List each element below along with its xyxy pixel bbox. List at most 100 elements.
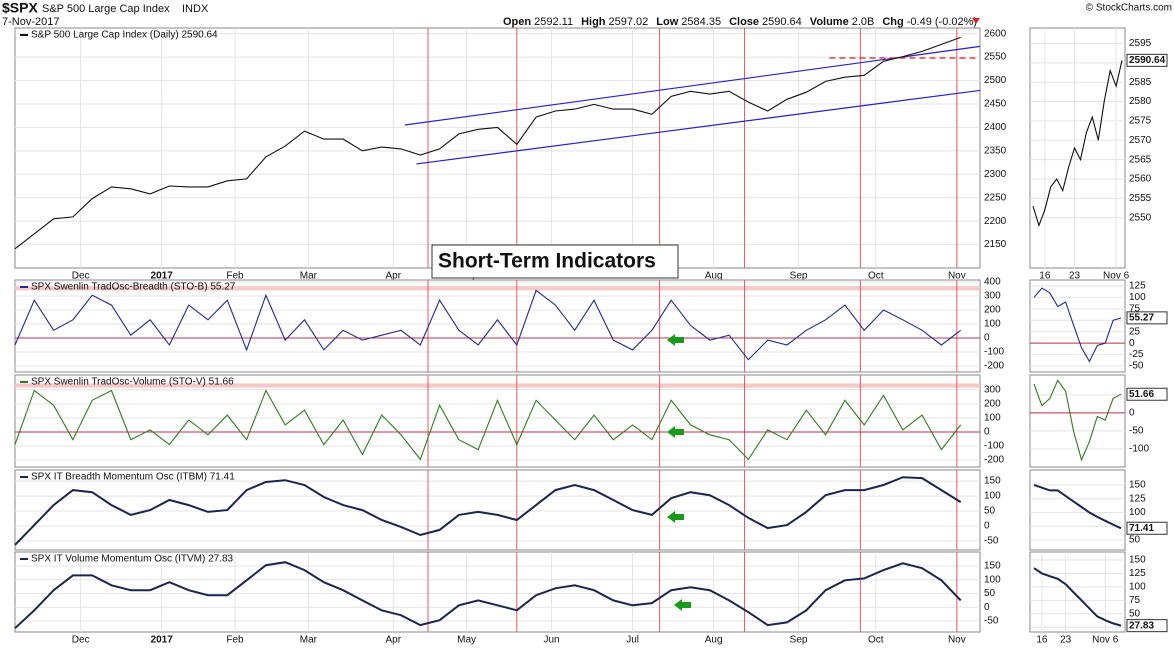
x-tick-label: Nov: [948, 271, 966, 282]
annotation: Short-Term Indicators: [438, 250, 656, 273]
x-tick-label: Aug: [705, 271, 723, 282]
y-tick-label: 2150: [984, 239, 1007, 250]
y-tick-label: -100: [1129, 444, 1149, 455]
series-line: [14, 36, 961, 250]
y-tick-label: 2570: [1129, 135, 1152, 146]
y-tick-label: 125: [1129, 493, 1146, 504]
plot-area: [14, 279, 981, 373]
plot-area: [14, 469, 981, 551]
annotation-box: [431, 244, 679, 279]
y-tick-label: 50: [1129, 608, 1141, 619]
overbought-band: [15, 286, 980, 291]
x-tick-label: 2017: [151, 271, 174, 282]
y-tick-label: 100: [984, 413, 1001, 424]
plot-area: [14, 27, 981, 269]
last-value-box: [1126, 53, 1168, 67]
green-arrow: [667, 334, 684, 346]
y-tick-label: -50: [984, 536, 999, 547]
quote-value: -0.49 (-0.02%): [907, 16, 977, 28]
quote-label: High: [581, 16, 606, 28]
y-tick-label: 2450: [984, 99, 1007, 110]
y-tick-label: 2250: [984, 192, 1007, 203]
x-tick-label: Feb: [226, 271, 244, 282]
last-value-box: [1126, 387, 1168, 401]
x-tick-label: Nov 6: [1092, 635, 1119, 646]
exchange: INDX: [182, 3, 209, 15]
quote-value: 2584.35: [681, 16, 721, 28]
y-tick-label: 2200: [984, 216, 1007, 227]
x-tick-label: Nov: [948, 635, 966, 646]
down-arrow: [972, 18, 980, 24]
plot-area: [14, 374, 981, 468]
quote-label: Chg: [882, 16, 903, 28]
panel-title: SPX IT Volume Momentum Osc (ITVM) 27.83: [31, 554, 234, 565]
y-tick-label: 2550: [1129, 212, 1152, 223]
green-arrow: [667, 426, 684, 438]
y-tick-label: 2555: [1129, 193, 1152, 204]
x-tick-label: Jul: [626, 635, 639, 646]
y-tick-label: 0: [984, 333, 990, 344]
y-tick-label: 0: [984, 602, 990, 613]
credit: © StockCharts.com: [1086, 3, 1172, 14]
series-line: [14, 389, 962, 461]
y-tick-label: 50: [984, 588, 996, 599]
y-tick-label: 400: [984, 277, 1001, 288]
trend-line: [416, 89, 981, 165]
last-value-box: [1126, 619, 1168, 633]
quote-value: 2.0B: [852, 16, 875, 28]
last-value: 27.83: [1129, 620, 1154, 631]
series-line: [14, 561, 962, 629]
plot-area: [1029, 279, 1126, 373]
x-tick-label: Sep: [790, 271, 808, 282]
series-line: [14, 289, 962, 361]
y-tick-label: 150: [984, 476, 1001, 487]
x-tick-label: Nov 6: [1103, 271, 1130, 282]
y-tick-label: 2350: [984, 145, 1007, 156]
y-tick-label: 100: [984, 319, 1001, 330]
green-arrow: [667, 511, 684, 523]
x-tick-label: Aug: [705, 635, 723, 646]
quote-label: Volume: [810, 16, 849, 28]
x-tick-label: 16: [1036, 635, 1048, 646]
x-tick-label: Apr: [385, 271, 401, 282]
y-tick-label: 300: [984, 384, 1001, 395]
y-tick-label: 2300: [984, 169, 1007, 180]
y-tick-label: -50: [1129, 426, 1144, 437]
x-tick-label: 16: [1039, 271, 1051, 282]
y-tick-label: 25: [1129, 326, 1141, 337]
quote-label: Low: [656, 16, 678, 28]
x-tick-label: Dec: [72, 635, 90, 646]
y-tick-label: 75: [1129, 595, 1141, 606]
plot-area: [1029, 551, 1126, 633]
series-line: [1033, 483, 1122, 530]
plots: 2150220022502300235024002450250025502600…: [14, 27, 1168, 646]
panel-title: SPX Swenlin TradOsc-Breadth (STO-B) 55.2…: [31, 282, 236, 293]
series-line: [1032, 60, 1123, 228]
x-tick-label: Mar: [300, 271, 318, 282]
y-tick-label: 50: [984, 506, 996, 517]
y-tick-label: 200: [984, 305, 1001, 316]
y-tick-label: 100: [1129, 582, 1146, 593]
last-value-box: [1126, 521, 1168, 535]
y-tick-label: -200: [984, 361, 1004, 372]
x-tick-label: 23: [1060, 635, 1072, 646]
y-tick-label: 2595: [1129, 38, 1152, 49]
y-tick-label: 2560: [1129, 174, 1152, 185]
x-tick-label: 2017: [151, 635, 174, 646]
x-tick-label: May: [457, 635, 476, 646]
last-value: 55.27: [1129, 313, 1154, 324]
y-tick-label: -50: [984, 616, 999, 627]
date: 7-Nov-2017: [2, 16, 59, 28]
quote-label: Close: [729, 16, 759, 28]
x-tick-label: Sep: [790, 635, 808, 646]
series-line: [1033, 379, 1122, 462]
panel-title: SPX Swenlin TradOsc-Volume (STO-V) 51.66: [31, 377, 234, 388]
x-tick-label: Oct: [868, 271, 884, 282]
y-tick-label: 75: [1129, 303, 1141, 314]
y-tick-label: 2580: [1129, 96, 1152, 107]
y-tick-label: 2585: [1129, 77, 1152, 88]
trend-line: [404, 45, 981, 126]
y-tick-label: 0: [984, 427, 990, 438]
quote-label: Open: [503, 16, 531, 28]
y-tick-label: 300: [984, 291, 1001, 302]
